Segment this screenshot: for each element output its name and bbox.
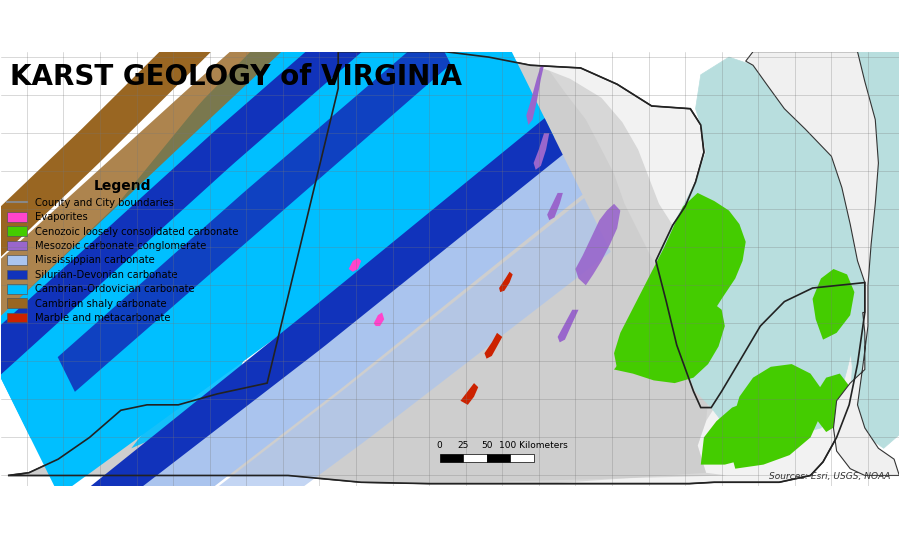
Text: KARST GEOLOGY of VIRGINIA: KARST GEOLOGY of VIRGINIA: [10, 62, 462, 90]
Bar: [510, 454, 534, 462]
Polygon shape: [58, 30, 451, 392]
Polygon shape: [79, 152, 582, 538]
Polygon shape: [8, 52, 727, 484]
Polygon shape: [0, 0, 415, 296]
Text: 25: 25: [457, 441, 469, 450]
Polygon shape: [65, 118, 562, 535]
Polygon shape: [558, 310, 579, 342]
Text: 50: 50: [481, 441, 492, 450]
Bar: [487, 454, 510, 462]
Polygon shape: [526, 65, 544, 125]
Polygon shape: [8, 52, 865, 484]
Polygon shape: [277, 272, 340, 353]
Polygon shape: [614, 302, 725, 383]
Polygon shape: [746, 52, 899, 476]
Bar: [439, 454, 464, 462]
Text: 0: 0: [436, 441, 443, 450]
Polygon shape: [500, 272, 513, 292]
Polygon shape: [614, 193, 746, 370]
Polygon shape: [534, 133, 549, 170]
Polygon shape: [575, 204, 620, 285]
Polygon shape: [656, 57, 865, 432]
Legend: County and City boundaries, Evaporites, Cenozoic loosely consolidated carbonate,: County and City boundaries, Evaporites, …: [4, 176, 241, 326]
Polygon shape: [813, 373, 850, 432]
Polygon shape: [833, 52, 899, 448]
Text: Sources: Esri, USGS, NOAA: Sources: Esri, USGS, NOAA: [769, 472, 890, 481]
Polygon shape: [100, 198, 611, 538]
Polygon shape: [8, 52, 708, 484]
Polygon shape: [131, 339, 247, 448]
Polygon shape: [0, 0, 466, 376]
Polygon shape: [484, 333, 502, 359]
Polygon shape: [374, 313, 384, 326]
Polygon shape: [0, 0, 554, 495]
Polygon shape: [813, 269, 854, 339]
Polygon shape: [0, 0, 370, 336]
Polygon shape: [0, 0, 464, 438]
Polygon shape: [348, 258, 361, 272]
Bar: [464, 454, 487, 462]
Polygon shape: [729, 364, 823, 469]
Text: 100 Kilometers: 100 Kilometers: [500, 441, 568, 450]
Polygon shape: [461, 383, 478, 405]
Polygon shape: [701, 401, 769, 465]
Polygon shape: [547, 193, 562, 220]
